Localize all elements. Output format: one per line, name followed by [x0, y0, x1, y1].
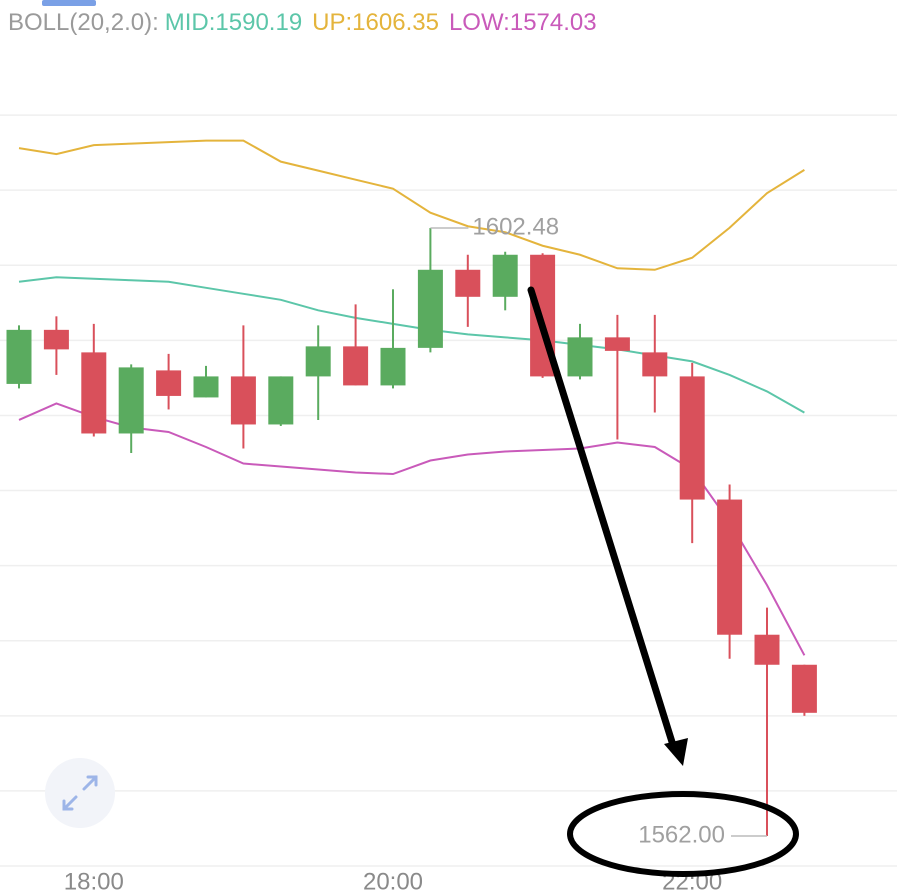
candle-body: [679, 376, 705, 500]
legend-entry: LOW:1574.03: [449, 9, 597, 36]
arrow-shaft: [527, 286, 676, 746]
candle-body: [268, 376, 294, 425]
candle-body: [791, 664, 817, 713]
candle-body: [43, 329, 69, 350]
bollinger-bands: [18, 139, 806, 656]
candle-body: [567, 337, 593, 377]
x-tick-label: 20:00: [363, 868, 423, 894]
arrow-head: [664, 738, 688, 766]
grid: [0, 114, 897, 867]
high-label: 1602.48: [472, 213, 559, 240]
expand-button-bg[interactable]: [45, 758, 115, 828]
indicator-label: BOLL(20,2.0):: [8, 9, 159, 36]
circle-mark: [567, 791, 799, 877]
candle-body: [754, 634, 780, 665]
candle-body: [492, 254, 518, 297]
hand-annotation: [527, 286, 799, 877]
expand-icon[interactable]: [62, 775, 98, 811]
candle-body: [642, 352, 668, 377]
legend-entry: UP:1606.35: [312, 9, 439, 36]
low-label: 1562.00: [638, 821, 725, 848]
candle-body: [717, 499, 743, 635]
band-line: [18, 276, 805, 414]
legend: BOLL(20,2.0): MID:1590.19 UP:1606.35 LOW:15…: [8, 9, 597, 36]
candles: [6, 228, 817, 836]
candle-body: [305, 346, 331, 377]
candle-body: [156, 370, 182, 396]
expand-button[interactable]: [45, 758, 115, 828]
band-line: [18, 139, 805, 271]
candle-body: [118, 367, 144, 434]
candle-body: [417, 269, 443, 348]
candle-body: [380, 347, 406, 386]
candle-body: [343, 346, 369, 386]
candle-body: [455, 269, 481, 297]
candle-body: [193, 376, 219, 398]
legend-entry: MID:1590.19: [165, 9, 302, 36]
candle-body: [230, 376, 256, 425]
candle-body: [6, 329, 32, 384]
tab-indicator: [42, 0, 96, 6]
x-tick-label: 18:00: [64, 868, 124, 894]
candle-body: [604, 337, 630, 351]
band-line: [18, 402, 806, 656]
candle-body: [81, 352, 107, 434]
